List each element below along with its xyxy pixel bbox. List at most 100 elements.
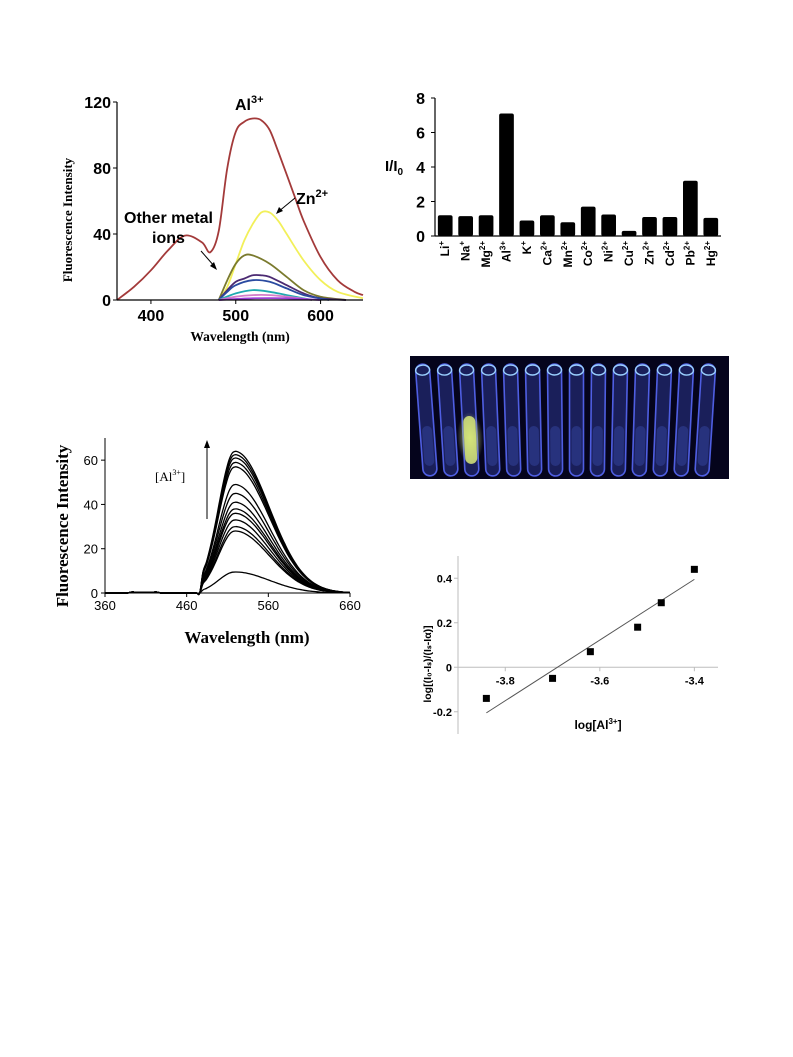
titration-chart: 0 20 40 60 360 460 560 660 Fluorescence Intensi… xyxy=(50,424,370,659)
spectra-curves xyxy=(116,117,364,301)
vial-green-liquid xyxy=(463,415,478,464)
spectra-chart: 0 40 80 120 400 500 600 Fluorescence Intensity… xyxy=(55,88,375,368)
titration-ytick-label: 40 xyxy=(84,497,98,512)
log-fit-point xyxy=(482,694,490,702)
vial-liquid xyxy=(422,425,435,466)
titration-xtick-label: 460 xyxy=(176,598,198,613)
selectivity-bar-chart-svg: 0 2 4 6 8 Li+ Na+ Mg2+ Al3+ K+ Ca2+ Mn2+ Co2+ Ni2+ Cu… xyxy=(385,91,721,268)
log-fit-point xyxy=(586,648,594,656)
spectra-xtick-label: 500 xyxy=(222,308,249,325)
bar-ytick-label: 2 xyxy=(416,195,425,212)
bar-category-cu: Cu2+ xyxy=(621,241,636,266)
vial-liquid xyxy=(443,425,456,466)
vial-3 xyxy=(457,363,484,477)
vial-liquid xyxy=(655,425,667,466)
titration-ytick-label: 60 xyxy=(84,453,98,468)
log-fit-ytick-label: 0 xyxy=(446,662,452,674)
bar-category-k: K+ xyxy=(519,241,534,255)
log-fit-point xyxy=(657,599,665,607)
vial-2 xyxy=(436,363,459,477)
bar-pb xyxy=(683,180,698,236)
vial-rim xyxy=(458,364,475,376)
vial-liquid xyxy=(676,425,689,466)
other-ions-arrow-head xyxy=(210,262,217,270)
bar-category-cd: Cd2+ xyxy=(662,241,677,266)
log-fit-chart-svg: -0.2 0 0.2 0.4 -3.8 -3.6 -3.4 log[(I₀-Iₛ)/(Iₛ-… xyxy=(422,556,718,734)
bar-na xyxy=(458,216,473,236)
vial-rim xyxy=(414,364,431,376)
spectra-ytick-label: 80 xyxy=(93,161,111,178)
vial-rim xyxy=(480,364,497,376)
bar-ni xyxy=(601,214,616,236)
bar-ytick-label: 6 xyxy=(416,126,425,143)
titration-ytick-label: 0 xyxy=(91,586,98,601)
bars xyxy=(437,113,719,236)
bar-category-labels: Li+ Na+ Mg2+ Al3+ K+ Ca2+ Mn2+ Co2+ Ni2+ Cu2+ Zn2+… xyxy=(437,241,718,268)
vial-4 xyxy=(480,363,501,477)
other-ions-annotation-2: ions xyxy=(152,230,185,247)
vial-rim xyxy=(678,364,695,376)
bar-category-co: Co2+ xyxy=(580,241,595,266)
titration-series-7 xyxy=(104,492,351,595)
vial-liquid xyxy=(550,425,561,466)
spectra-ytick-label: 40 xyxy=(93,227,111,244)
spectrum-series-6 xyxy=(218,293,313,301)
spectrum-series-2 xyxy=(217,253,347,301)
bar-cu xyxy=(621,230,637,236)
log-fit-point xyxy=(690,565,698,573)
bar-ytick-label: 8 xyxy=(416,91,425,108)
bar-category-mg: Mg2+ xyxy=(478,241,493,268)
spectra-ytick-label: 0 xyxy=(102,293,111,310)
vial-8 xyxy=(568,363,585,477)
bar-hg xyxy=(703,217,719,236)
log-fit-ytick-label: 0.4 xyxy=(437,573,453,585)
vial-13 xyxy=(673,363,695,477)
bar-category-ca: Ca2+ xyxy=(539,241,554,266)
log-fit-ylabel: log[(I₀-Iₛ)/(Iₛ-Iα)] xyxy=(422,625,434,702)
bar-ca xyxy=(540,215,555,236)
vial-6 xyxy=(524,363,543,477)
vial-liquid xyxy=(507,425,519,466)
log-fit-points xyxy=(482,565,698,714)
vial-liquid xyxy=(592,425,603,466)
uv-vials-photo-svg xyxy=(410,356,729,479)
vial-1 xyxy=(414,363,438,477)
vial-rim xyxy=(700,364,717,376)
zn-annotation: Zn2+ xyxy=(296,188,328,208)
vial-5 xyxy=(502,363,522,477)
bar-ylabel: I/I0 xyxy=(385,158,404,178)
selectivity-bar-chart: 0 2 4 6 8 Li+ Na+ Mg2+ Al3+ K+ Ca2+ Mn2+ Co2+ Ni2+ Cu… xyxy=(375,84,725,289)
vial-rim xyxy=(656,364,673,376)
vial-9 xyxy=(589,363,607,477)
titration-chart-svg: 0 20 40 60 360 460 560 660 Fluorescence Intensi… xyxy=(53,438,361,647)
bar-category-ni: Ni2+ xyxy=(601,241,616,262)
bar-li xyxy=(437,215,453,236)
al-titration-annotation: [Al3+] xyxy=(155,468,185,484)
log-fit-point xyxy=(549,674,557,682)
bar-mn xyxy=(560,222,576,236)
bar-ytick-label: 4 xyxy=(416,160,425,177)
vial-rim xyxy=(546,364,563,376)
vial-liquid xyxy=(634,425,646,466)
vial-7 xyxy=(546,363,564,477)
titration-curves xyxy=(104,450,351,596)
vial-12 xyxy=(652,363,673,477)
vial-rim xyxy=(612,364,629,376)
spectra-xtick-label: 400 xyxy=(138,308,165,325)
titration-xtick-label: 660 xyxy=(339,598,361,613)
bar-category-al: Al3+ xyxy=(499,241,514,262)
vial-rim xyxy=(436,364,453,376)
vial-liquid xyxy=(528,425,540,466)
bar-co xyxy=(580,206,596,236)
titration-xtick-label: 360 xyxy=(94,598,116,613)
zn-arrow-head xyxy=(276,207,283,214)
bar-zn xyxy=(642,217,657,236)
bar-category-hg: Hg2+ xyxy=(703,241,718,266)
titration-series-9 xyxy=(104,466,351,596)
titration-series-13 xyxy=(104,450,351,596)
spectra-xlabel: Wavelength (nm) xyxy=(190,329,289,344)
vial-rim xyxy=(590,364,607,376)
log-fit-xtick-label: -3.8 xyxy=(496,675,515,687)
titration-arrow-head xyxy=(204,440,210,448)
bar-ytick-label: 0 xyxy=(416,229,425,246)
